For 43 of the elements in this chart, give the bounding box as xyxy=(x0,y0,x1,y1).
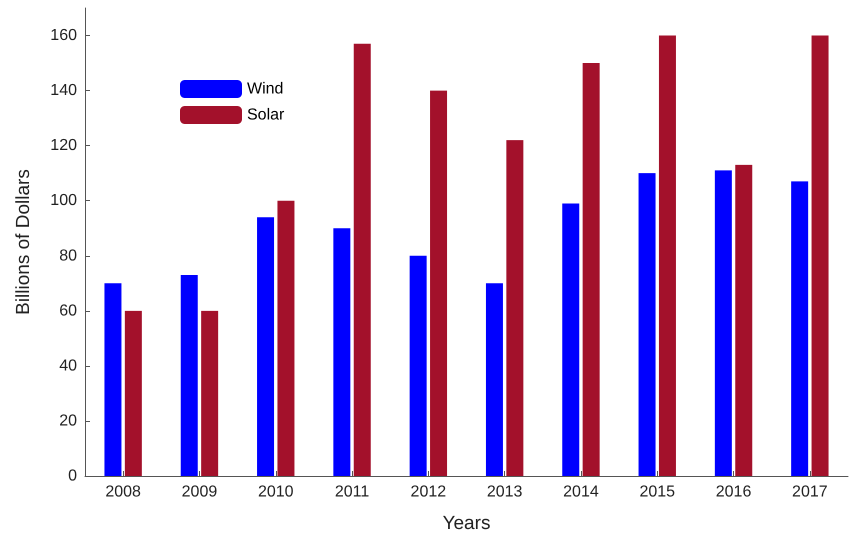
y-tick-label: 140 xyxy=(50,82,78,100)
bar xyxy=(333,228,350,476)
y-tick-label: 160 xyxy=(50,27,78,44)
bar xyxy=(812,36,829,476)
bar xyxy=(506,140,524,476)
bar xyxy=(257,217,274,476)
x-tick-label: 2014 xyxy=(563,484,599,500)
x-tick-label: 2010 xyxy=(258,484,294,500)
bar xyxy=(791,181,808,476)
bar xyxy=(658,36,676,476)
bar xyxy=(354,44,371,476)
y-tick-label: 80 xyxy=(59,247,78,264)
y-tick-label: 0 xyxy=(68,468,78,484)
bar xyxy=(582,63,600,476)
x-tick-label: 2011 xyxy=(334,484,370,500)
bar xyxy=(638,173,656,476)
bar xyxy=(277,200,294,476)
bar xyxy=(562,203,580,476)
bar xyxy=(180,275,198,476)
y-tick-label: 120 xyxy=(50,137,78,154)
x-tick-label: 2012 xyxy=(410,484,446,500)
bar xyxy=(735,164,752,476)
bar xyxy=(124,310,142,476)
bar xyxy=(104,283,122,476)
y-tick-label: 100 xyxy=(50,192,78,210)
bar xyxy=(410,256,427,476)
y-tick-label: 40 xyxy=(59,357,78,374)
bar xyxy=(486,283,503,476)
x-tick-label: 2016 xyxy=(716,484,752,500)
x-tick-label: 2017 xyxy=(792,484,828,500)
y-tick-label: 60 xyxy=(59,302,78,320)
x-axis-title: Years xyxy=(442,513,490,534)
legend-label: Wind xyxy=(247,80,284,98)
bar xyxy=(201,310,218,476)
bar xyxy=(714,170,732,476)
bar xyxy=(430,90,448,476)
x-tick-label: 2015 xyxy=(639,484,676,500)
legend-label: Solar xyxy=(247,106,286,124)
x-tick-label: 2008 xyxy=(105,484,142,500)
x-tick-label: 2009 xyxy=(182,484,218,500)
x-tick-label: 2013 xyxy=(486,484,523,500)
y-axis-title: Billions of Dollars xyxy=(13,169,34,315)
y-tick-label: 20 xyxy=(59,412,78,430)
